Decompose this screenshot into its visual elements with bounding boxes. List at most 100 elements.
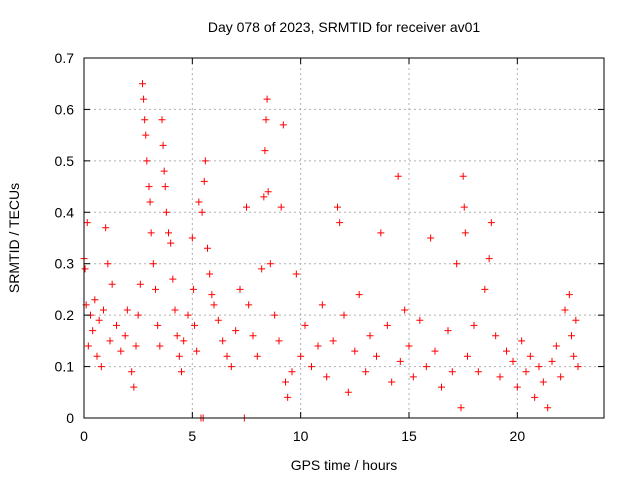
data-point (340, 311, 348, 319)
data-point (95, 316, 103, 324)
data-point (232, 327, 240, 335)
data-point (142, 131, 150, 139)
data-point (81, 265, 89, 273)
data-point (184, 311, 192, 319)
data-point (266, 260, 274, 268)
data-point (84, 342, 92, 350)
data-point (282, 378, 289, 386)
data-point (167, 239, 175, 247)
data-point (100, 306, 107, 314)
data-point (503, 347, 510, 355)
data-point (323, 373, 331, 381)
y-tick-label: 0.7 (55, 50, 75, 66)
data-point (102, 224, 110, 232)
data-point (448, 368, 456, 376)
data-point (431, 347, 439, 355)
y-tick-label: 0.6 (55, 101, 75, 117)
data-point (210, 301, 218, 309)
data-point (245, 301, 253, 309)
data-point (249, 332, 257, 340)
data-point (275, 337, 283, 345)
data-point (146, 198, 154, 206)
data-point (544, 404, 552, 412)
data-point (288, 368, 296, 376)
y-tick-label: 0.5 (55, 153, 75, 169)
data-point (117, 347, 125, 355)
data-point (572, 316, 580, 324)
data-point (526, 352, 534, 360)
y-tick-label: 0.1 (55, 359, 75, 375)
data-point (314, 342, 322, 350)
data-point (388, 378, 396, 386)
data-point (104, 260, 112, 268)
data-point (427, 234, 435, 242)
data-point (336, 219, 344, 227)
data-point (261, 147, 269, 155)
data-point (214, 316, 222, 324)
data-point (227, 363, 235, 371)
data-point (401, 306, 409, 314)
data-points (80, 80, 582, 422)
data-point (394, 172, 402, 180)
data-point (308, 363, 315, 371)
data-point (531, 393, 539, 401)
data-point (208, 291, 216, 299)
data-point (147, 229, 155, 237)
data-point (297, 352, 305, 360)
data-point (128, 368, 136, 376)
data-point (548, 357, 556, 365)
data-point (161, 183, 169, 191)
data-point (260, 193, 268, 201)
data-point (377, 229, 385, 237)
data-point (470, 321, 478, 329)
data-point (193, 347, 201, 355)
data-point (366, 332, 374, 340)
data-point (93, 352, 101, 360)
data-point (444, 327, 452, 335)
data-point (416, 316, 424, 324)
data-point (481, 285, 489, 293)
x-axis-label: GPS time / hours (291, 457, 398, 473)
axes-layer: 0 0.1 0.2 0.3 0.4 0.5 0.6 0.7 0 5 10 15 20 (55, 50, 605, 444)
data-point (383, 321, 391, 329)
data-point (156, 342, 164, 350)
data-point (329, 337, 337, 345)
data-point (139, 80, 146, 88)
data-point (130, 383, 138, 391)
data-point (539, 378, 547, 386)
data-point (561, 306, 569, 314)
x-tick-label: 20 (510, 428, 526, 444)
data-point (175, 352, 183, 360)
x-tick-label: 15 (401, 428, 417, 444)
data-point (83, 219, 91, 227)
x-tick-label: 10 (293, 428, 309, 444)
data-point (200, 177, 208, 185)
data-point (206, 270, 214, 278)
data-point (474, 368, 482, 376)
data-point (97, 363, 105, 371)
data-point (123, 306, 131, 314)
data-point (535, 363, 543, 371)
data-point (160, 167, 168, 175)
data-point (565, 291, 573, 299)
data-point (457, 404, 465, 412)
data-point (487, 219, 495, 227)
data-point (496, 373, 504, 381)
y-axis-label: SRMTID / TECUs (6, 183, 22, 293)
y-tick-label: 0.4 (55, 204, 75, 220)
data-point (171, 306, 179, 314)
data-point (189, 285, 197, 293)
data-point (106, 337, 114, 345)
data-point (574, 363, 582, 371)
data-point (264, 188, 272, 196)
data-point (91, 296, 99, 304)
plot-frame (83, 57, 605, 419)
data-point (262, 116, 270, 124)
data-point (154, 321, 162, 329)
y-tick-label: 0.2 (55, 307, 75, 323)
data-point (121, 332, 129, 340)
data-point (188, 234, 196, 242)
data-point (557, 373, 565, 381)
